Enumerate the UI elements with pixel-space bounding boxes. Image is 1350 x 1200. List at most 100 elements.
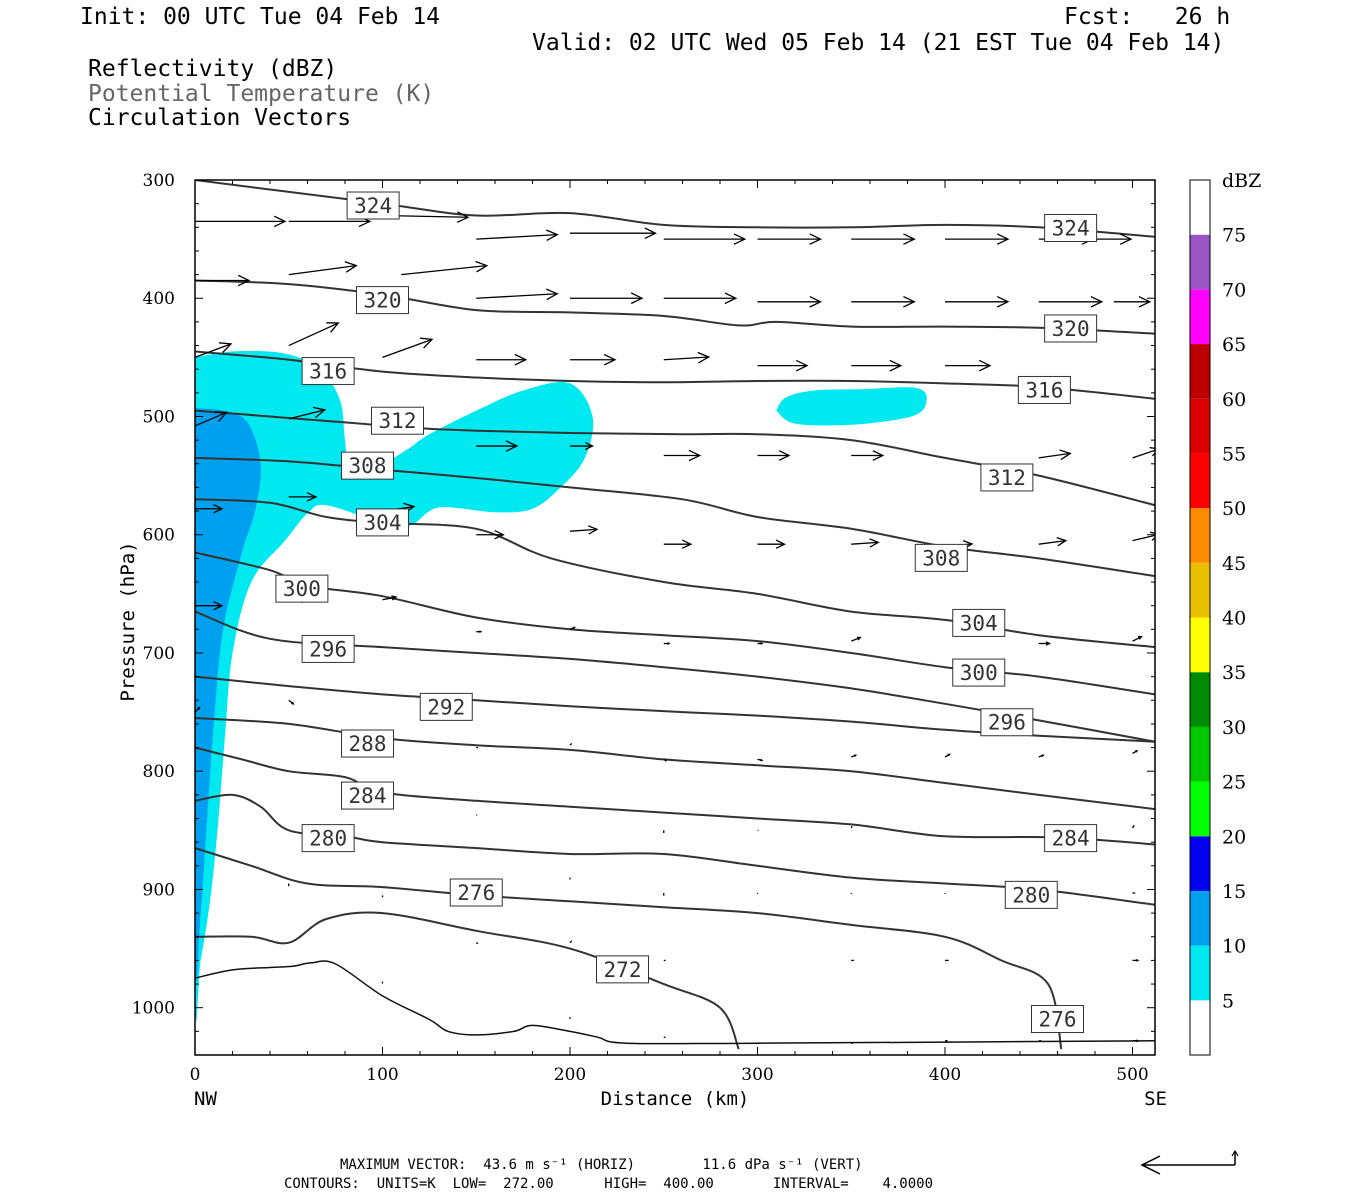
circulation-vector bbox=[195, 215, 287, 228]
reflectivity-region-5dbz bbox=[776, 387, 927, 426]
colorbar-bin bbox=[1190, 836, 1210, 891]
colorbar-label: 70 bbox=[1222, 279, 1246, 301]
circulation-vector bbox=[1131, 824, 1135, 829]
circulation-vector bbox=[476, 229, 559, 241]
circulation-vector bbox=[757, 758, 764, 762]
theta-label-box bbox=[356, 286, 409, 315]
colorbar-bin bbox=[1190, 289, 1210, 345]
colorbar-label: 40 bbox=[1222, 608, 1246, 630]
x-tick-label: 0 bbox=[190, 1065, 201, 1085]
colorbar-bin bbox=[1190, 180, 1210, 235]
colorbar-label: 20 bbox=[1222, 826, 1246, 848]
colorbar-bin bbox=[1190, 1000, 1210, 1055]
circulation-vector bbox=[1038, 449, 1072, 461]
colorbar-bin bbox=[1190, 398, 1210, 454]
theta-label-304: 304 bbox=[364, 511, 402, 535]
circulation-vector bbox=[1132, 635, 1143, 642]
colorbar: 5 10 15 20 25 30 35 40 45 50 55 60 65 70 75 dBZ bbox=[1189, 170, 1261, 1056]
colorbar-label: 60 bbox=[1222, 389, 1246, 411]
theta-label-320: 320 bbox=[1052, 317, 1090, 341]
circulation-vector bbox=[851, 359, 903, 372]
circulation-vector bbox=[476, 288, 559, 301]
theta-label-304: 304 bbox=[960, 611, 998, 635]
theta-label-280: 280 bbox=[309, 827, 347, 851]
circulation-vector bbox=[475, 942, 479, 945]
x-end-label-right: SE bbox=[1144, 1088, 1167, 1110]
y-axis-label: Pressure (hPa) bbox=[117, 541, 139, 701]
circulation-vectors bbox=[195, 211, 1155, 1044]
y-tick-label: 800 bbox=[143, 762, 175, 782]
contour-info-text: CONTOURS: UNITS=K LOW= 272.00 HIGH= 400.… bbox=[284, 1176, 934, 1192]
reflectivity-fill bbox=[195, 350, 927, 1022]
theta-label-284: 284 bbox=[349, 784, 387, 808]
x-tick-label: 100 bbox=[366, 1065, 398, 1085]
theta-label-box bbox=[301, 824, 355, 853]
circulation-vector bbox=[476, 440, 519, 452]
theta-label-box bbox=[1004, 880, 1058, 909]
circulation-vector bbox=[850, 825, 853, 829]
colorbar-bin bbox=[1190, 453, 1210, 509]
theta-label-box bbox=[341, 781, 394, 810]
circulation-vector bbox=[570, 442, 594, 451]
x-tick-label: 500 bbox=[1116, 1065, 1148, 1085]
colorbar-frame bbox=[1189, 179, 1211, 1056]
theta-label-300: 300 bbox=[283, 577, 321, 601]
contour-labels: 324 324 320 320 316 316 312 312 308 308 304 304 300 3… bbox=[275, 191, 1098, 1034]
circulation-vector bbox=[663, 449, 702, 462]
axes: 0 100 200 300 400 500 300 400 500 600 700 800 900 100… bbox=[117, 171, 1167, 1110]
theta-label-296: 296 bbox=[309, 637, 347, 661]
theta-label-box bbox=[952, 658, 1006, 687]
theta-contour-284 bbox=[195, 746, 1155, 846]
circulation-vector bbox=[569, 525, 599, 535]
theta-contour-300 bbox=[195, 551, 1155, 696]
y-tick-label: 900 bbox=[143, 880, 175, 900]
circulation-vector bbox=[663, 233, 747, 245]
colorbar-label: 5 bbox=[1222, 990, 1234, 1012]
init-time: Init: 00 UTC Tue 04 Feb 14 bbox=[80, 4, 441, 30]
x-end-label-left: NW bbox=[194, 1088, 217, 1110]
theta-label-324: 324 bbox=[1052, 216, 1090, 240]
circulation-vector bbox=[945, 233, 1010, 245]
colorbar-label: 50 bbox=[1222, 498, 1246, 520]
theta-label-276: 276 bbox=[1039, 1008, 1077, 1032]
theta-label-box bbox=[1044, 314, 1098, 343]
theta-contour-312 bbox=[195, 409, 1155, 507]
circulation-vector bbox=[663, 642, 671, 645]
circulation-vector bbox=[476, 630, 483, 633]
theta-label-324: 324 bbox=[354, 194, 392, 218]
theta-label-320: 320 bbox=[364, 289, 402, 313]
theta-label-box bbox=[275, 574, 329, 603]
colorbar-bin bbox=[1190, 945, 1210, 1001]
colorbar-bin bbox=[1190, 562, 1210, 618]
circulation-vector bbox=[1132, 959, 1140, 962]
circulation-vector bbox=[1038, 536, 1068, 547]
theta-label-box bbox=[449, 878, 503, 907]
reference-vector-icon bbox=[1140, 1149, 1239, 1175]
circulation-vector bbox=[1038, 754, 1045, 758]
theta-label-296: 296 bbox=[988, 711, 1026, 735]
theta-label-308: 308 bbox=[349, 454, 387, 478]
colorbar-label: 25 bbox=[1222, 772, 1246, 794]
circulation-vector bbox=[757, 450, 791, 461]
reflectivity-region-5dbz bbox=[195, 350, 594, 1022]
circulation-vector bbox=[570, 353, 617, 366]
theta-contour-292 bbox=[195, 675, 1155, 743]
circulation-vector bbox=[663, 292, 738, 305]
colorbar-label: 30 bbox=[1222, 717, 1246, 739]
circulation-vector bbox=[1132, 1039, 1140, 1043]
circulation-vector bbox=[851, 296, 916, 308]
theta-label-box bbox=[419, 692, 473, 721]
circulation-vector bbox=[1038, 296, 1104, 308]
theta-contour-316 bbox=[195, 350, 1155, 400]
circulation-vector bbox=[945, 296, 1010, 308]
colorbar-label: 75 bbox=[1222, 225, 1246, 247]
x-tick-label: 200 bbox=[554, 1065, 586, 1085]
y-tick-label: 300 bbox=[143, 171, 175, 191]
circulation-vector bbox=[663, 758, 667, 762]
theta-label-280: 280 bbox=[1012, 883, 1050, 907]
y-tick-label: 700 bbox=[143, 644, 175, 664]
circulation-vector bbox=[851, 754, 858, 758]
y-tick-label: 1000 bbox=[132, 999, 175, 1019]
theta-label-box bbox=[356, 508, 409, 537]
